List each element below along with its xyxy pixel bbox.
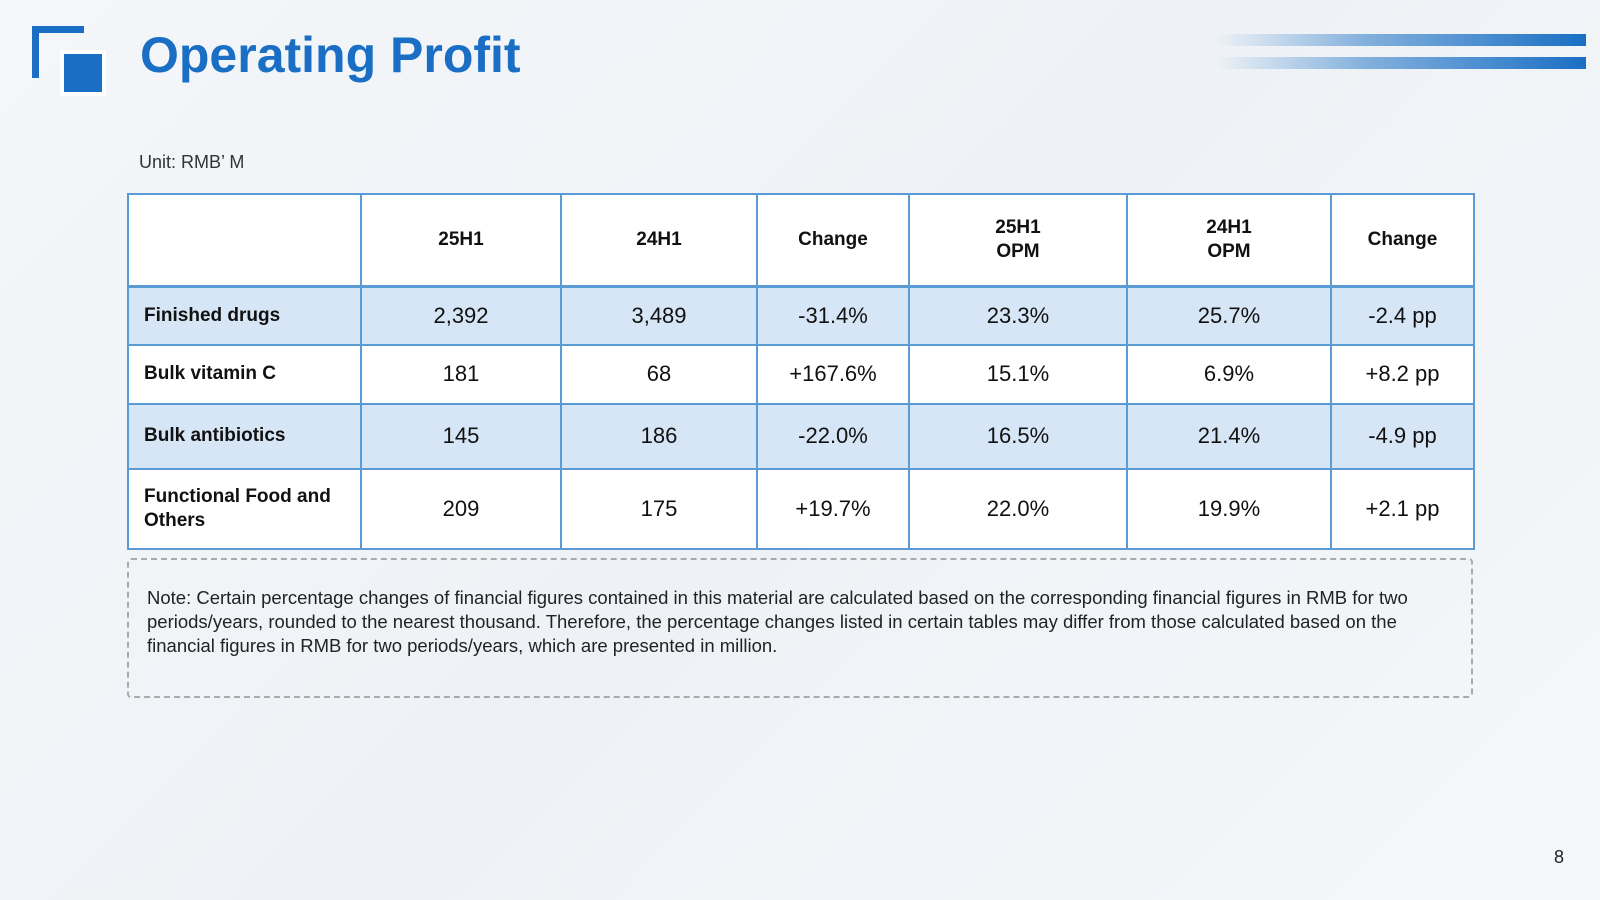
cell: +19.7% [756,467,910,550]
table-row: Functional Food and Others 209 175 +19.7% 22… [127,467,1475,550]
cell: 21.4% [1126,402,1332,470]
header-cell: 25H1 OPM [908,193,1128,288]
cell: 22.0% [908,467,1128,550]
table-row: Bulk antibiotics 145 186 -22.0% 16.5% 21.4% -4… [127,402,1475,470]
cell: 15.1% [908,343,1128,405]
cell: 186 [560,402,758,470]
cell: +2.1 pp [1330,467,1475,550]
logo-square [60,50,106,96]
header-line: OPM [1207,241,1251,262]
header-cell: 25H1 [360,193,562,288]
cell: 3,489 [560,285,758,346]
table-body: Finished drugs 2,392 3,489 -31.4% 23.3% 25.7%… [127,285,1475,550]
header-cell: Change [756,193,910,288]
cell: -31.4% [756,285,910,346]
header-cell: Change [1330,193,1475,288]
cell: 181 [360,343,562,405]
header-cell: 24H1 [560,193,758,288]
profit-table: 25H1 24H1 Change 25H1 OPM 24H1 OPM Change Finis… [127,193,1475,550]
note: Note: Certain percentage changes of fina… [127,558,1473,698]
header-line: 24H1 [1206,217,1252,238]
header-line: OPM [996,241,1040,262]
cell: +8.2 pp [1330,343,1475,405]
cell: -22.0% [756,402,910,470]
header-line: 25H1 [438,229,484,250]
header-cell [127,193,362,288]
table-row: Finished drugs 2,392 3,489 -31.4% 23.3% 25.7%… [127,285,1475,346]
row-label: Functional Food and Others [127,467,362,550]
decor-stripe [1216,57,1586,69]
cell: 68 [560,343,758,405]
cell: 175 [560,467,758,550]
cell: 6.9% [1126,343,1332,405]
cell: 23.3% [908,285,1128,346]
row-label: Finished drugs [127,285,362,346]
cell: 25.7% [1126,285,1332,346]
header-cell: 24H1 OPM [1126,193,1332,288]
table-row: Bulk vitamin C 181 68 +167.6% 15.1% 6.9% +8.2 … [127,343,1475,405]
row-label: Bulk antibiotics [127,402,362,470]
cell: -4.9 pp [1330,402,1475,470]
cell: 19.9% [1126,467,1332,550]
row-label: Bulk vitamin C [127,343,362,405]
header-line: 25H1 [995,217,1041,238]
cell: 209 [360,467,562,550]
title: Operating Profit [140,27,521,83]
unit-label: Unit: RMB’ M [139,152,245,172]
cell: +167.6% [756,343,910,405]
header-line: 24H1 [636,229,682,250]
decor-stripe [1216,34,1586,46]
cell: -2.4 pp [1330,285,1475,346]
page-number: 8 [1553,847,1564,867]
header-line: Change [798,229,868,250]
cell: 16.5% [908,402,1128,470]
logo-frame [32,26,84,78]
cell: 145 [360,402,562,470]
header-row: 25H1 24H1 Change 25H1 OPM 24H1 OPM Change [127,193,1475,288]
cell: 2,392 [360,285,562,346]
header-line: Change [1367,229,1438,250]
